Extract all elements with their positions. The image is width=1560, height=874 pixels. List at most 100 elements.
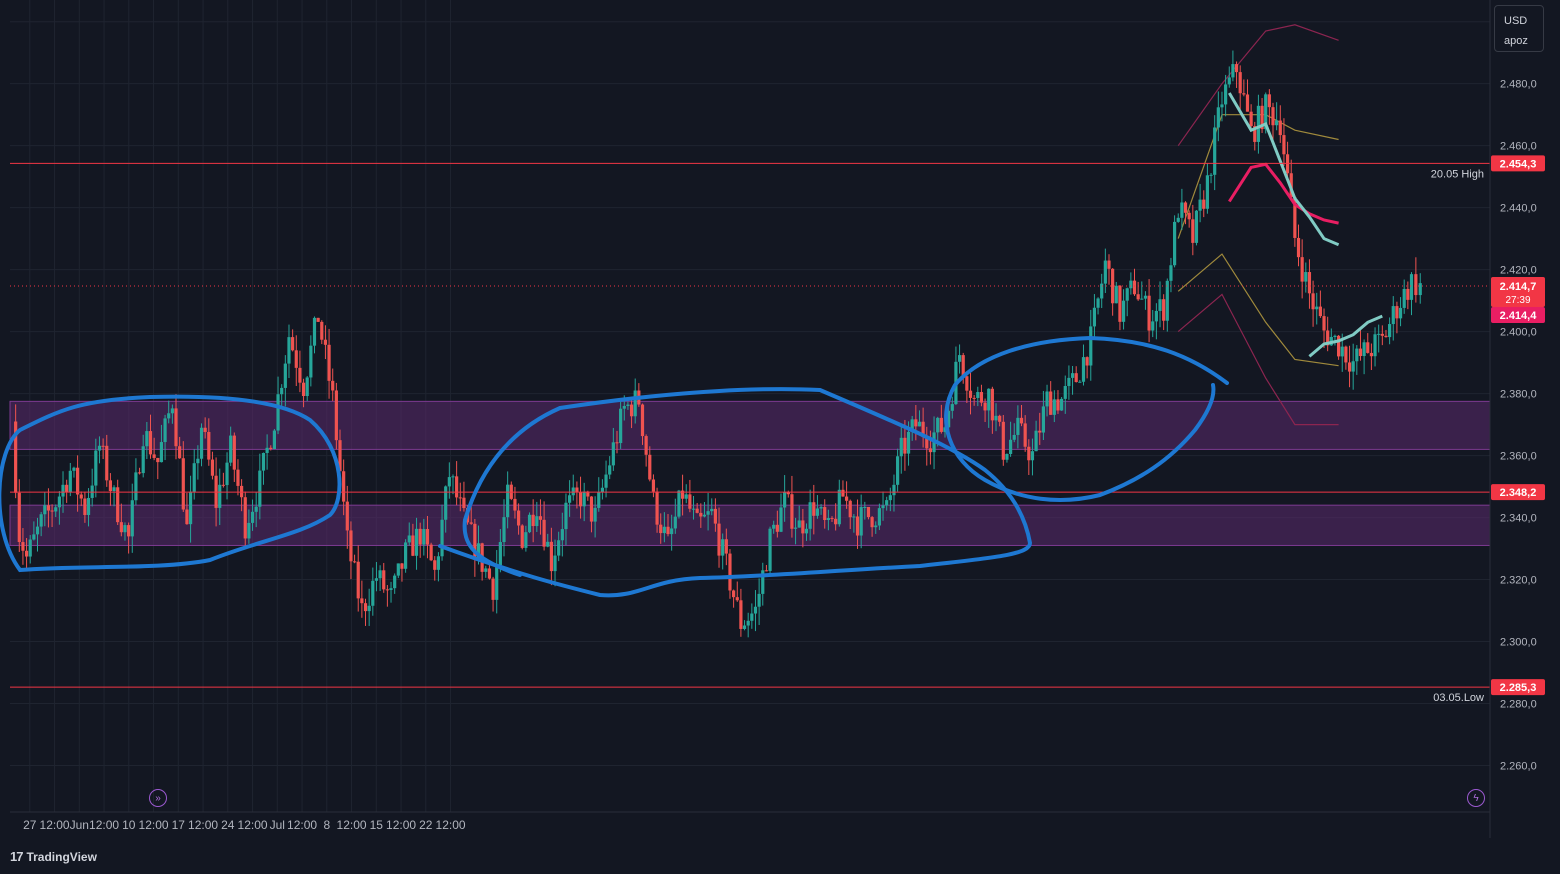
price-tick-label: 2.400,0 <box>1500 327 1537 339</box>
candle-body <box>808 502 812 529</box>
candle-body <box>735 597 739 601</box>
candle-body <box>604 474 608 488</box>
candle-body <box>119 522 123 533</box>
candle-body <box>1304 272 1308 282</box>
candle-body <box>199 427 204 459</box>
candle-body <box>1282 135 1286 155</box>
fast-forward-icon[interactable]: » <box>149 789 167 807</box>
candle-body <box>626 404 630 406</box>
candle-body <box>1402 288 1406 308</box>
candle-body <box>156 457 160 463</box>
candle-body <box>870 517 874 528</box>
candle-body <box>1391 306 1395 325</box>
candle-body <box>367 605 371 612</box>
candle-body <box>280 387 284 395</box>
candle-body <box>1085 357 1089 366</box>
candle-body <box>484 568 488 572</box>
candle-body <box>43 505 47 515</box>
candle-body <box>1107 260 1111 269</box>
candle-body <box>382 570 386 590</box>
candle-body <box>1253 126 1257 142</box>
candle-body <box>644 436 648 455</box>
candle-body <box>145 431 149 447</box>
candle-body <box>94 450 98 486</box>
candle-body <box>812 502 816 516</box>
candle-body <box>1398 307 1403 319</box>
candle-body <box>1238 72 1242 94</box>
candle-body <box>1209 174 1213 176</box>
candle-body <box>101 445 105 447</box>
candle-body <box>622 405 626 409</box>
brand-name: TradingView <box>26 849 97 864</box>
candle-body <box>338 440 342 472</box>
candle-body <box>130 500 134 537</box>
candle-body <box>192 463 196 492</box>
candle-body <box>240 485 244 498</box>
candle-body <box>972 397 976 399</box>
candle-body <box>159 442 164 463</box>
candle-body <box>957 355 962 362</box>
candle-body <box>516 510 521 526</box>
lightning-icon[interactable]: ϟ <box>1467 789 1485 807</box>
candle-body <box>1074 373 1078 383</box>
candle-body <box>65 484 69 493</box>
candle-body <box>1311 293 1315 310</box>
tradingview-logo[interactable]: 17 TradingView <box>10 849 97 864</box>
drawing-layer[interactable] <box>0 335 1229 598</box>
candle-body <box>1264 94 1268 130</box>
candle-body <box>848 500 852 518</box>
candle-body <box>363 603 368 612</box>
candle-body <box>608 465 612 475</box>
candle-body <box>1362 342 1366 357</box>
candle-body <box>116 487 120 523</box>
candle-body <box>742 625 747 629</box>
candle-body <box>1140 298 1144 300</box>
candle-body <box>141 446 145 474</box>
candle-body <box>830 518 834 520</box>
drawing-ellipse-3[interactable] <box>944 335 1229 502</box>
candle-body <box>717 523 721 556</box>
candle-body <box>1180 202 1184 218</box>
axis-layer: 2.260,0 2.280,0 2.300,0 2.320,0 2.340,0 2.360… <box>10 0 1537 838</box>
candle-body <box>538 516 543 520</box>
candle-body <box>458 497 462 499</box>
candle-body <box>1052 399 1056 415</box>
candle-body <box>881 505 885 509</box>
candle-body <box>710 508 714 512</box>
candle-body <box>695 508 699 513</box>
candle-body <box>1143 295 1148 299</box>
candle-body <box>855 516 860 536</box>
level-price-tag <box>1491 155 1545 172</box>
time-tick-label: 12:00 <box>337 818 367 832</box>
drawing-ellipse-1[interactable] <box>0 394 342 573</box>
candle-body <box>422 529 426 545</box>
zone-layer <box>9 400 1491 546</box>
time-tick-label: 17 <box>172 818 186 832</box>
candle-body <box>648 454 652 480</box>
currency-selector[interactable]: USD apoz <box>1494 5 1544 52</box>
candle-body <box>378 570 382 579</box>
candle-body <box>1322 316 1326 331</box>
level-price-label: 2.454,3 <box>1500 158 1537 170</box>
candle-body <box>968 390 973 398</box>
time-tick-label: 12:00 <box>89 818 119 832</box>
candle-body <box>1005 453 1009 460</box>
candle-body <box>1067 377 1071 387</box>
candle-body <box>1070 373 1075 378</box>
candle-body <box>1191 219 1195 243</box>
candle-body <box>706 511 710 515</box>
candle-body <box>593 507 597 522</box>
candle-body <box>440 519 444 557</box>
candle-body <box>46 505 51 511</box>
drawing-ellipse-2[interactable] <box>438 387 1033 598</box>
candle-body <box>188 491 193 525</box>
level-price-label: 2.348,2 <box>1500 487 1537 499</box>
candle-body <box>1158 299 1162 311</box>
candle-body <box>1344 346 1348 363</box>
candle-body <box>629 404 634 417</box>
candle-body <box>218 484 222 508</box>
candle-body <box>1027 446 1031 461</box>
candle-body <box>786 492 790 495</box>
